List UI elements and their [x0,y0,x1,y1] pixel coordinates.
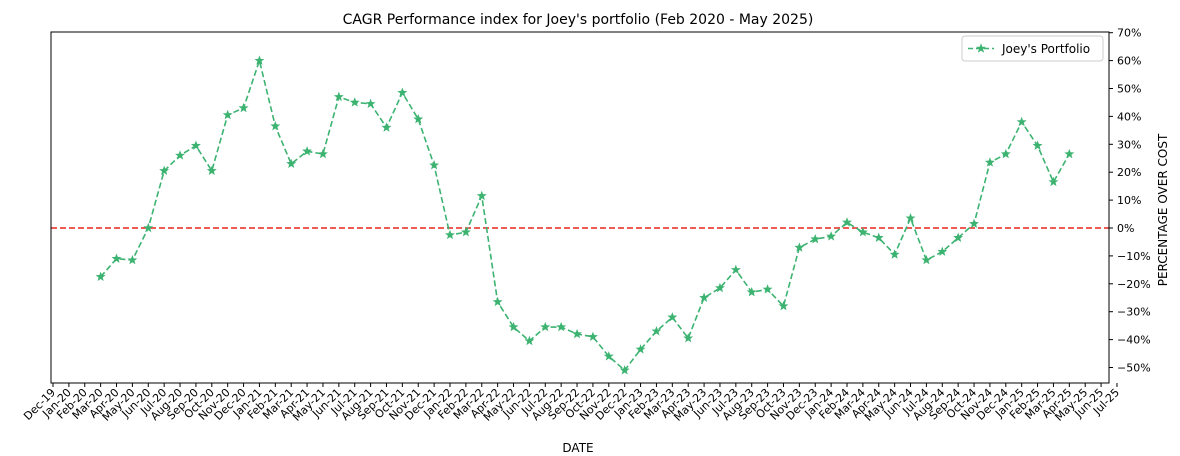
data-point [699,292,710,302]
plot-frame [50,31,1110,384]
y-tick-label: 10% [1117,194,1141,207]
data-point [889,249,900,259]
x-axis: Dec-19Jan-20Feb-20Mar-20Apr-20May-20Jun-… [21,383,1122,424]
data-point [1016,116,1027,127]
data-point [302,146,313,156]
data-point [715,282,725,293]
y-tick-label: 20% [1117,166,1141,179]
y-tick-label: 60% [1117,55,1141,68]
data-point [953,232,964,242]
data-point [254,55,265,65]
data-point [635,344,646,354]
series-line [100,57,1071,372]
chart-title: CAGR Performance index for Joey's portfo… [343,12,814,28]
data-point [95,271,106,282]
legend-box [961,35,1104,62]
data-point [143,222,154,233]
data-point [238,102,249,113]
data-point [159,165,170,176]
x-axis-label: DATE [562,441,593,455]
y-tick-label: −40% [1117,334,1151,347]
data-point [984,157,995,167]
data-point [667,312,678,322]
data-point [969,218,979,229]
data-point [873,232,884,242]
data-point [683,333,694,343]
data-point [1064,148,1075,159]
y-axis-label: PERCENTAGE OVER COST [1156,133,1170,286]
y-axis: −50% −40% −30% −20% −10% 0% 10% 20% 30% 40% 50% 60%… [1109,27,1151,375]
data-point [857,226,868,237]
data-point [937,246,948,256]
data-point [587,331,598,342]
data-point [333,91,344,102]
data-point [397,87,408,97]
y-tick-label: −10% [1117,250,1151,263]
data-point [270,120,281,131]
data-point [413,113,424,124]
data-point [175,150,185,160]
data-point [826,231,837,241]
data-point [921,254,932,265]
data-point [492,296,503,307]
data-point [365,98,376,109]
y-tick-label: 40% [1117,110,1141,123]
plot-area [51,55,1109,375]
data-point [810,233,821,244]
y-tick-label: −20% [1117,278,1151,291]
legend-star-marker [976,43,986,53]
data-point [111,253,122,263]
data-point [746,286,757,297]
data-point [905,213,916,223]
data-point [445,229,455,240]
data-point [1032,140,1043,150]
data-point [794,242,805,252]
data-point [603,351,614,361]
data-point [540,321,551,332]
data-point [762,284,773,294]
data-point [476,190,487,201]
y-tick-label: 70% [1117,27,1141,40]
data-point [572,328,582,339]
data-point [730,264,741,275]
data-point [318,148,328,159]
data-point [619,365,630,375]
y-tick-label: −30% [1117,306,1151,319]
y-tick-label: 50% [1117,83,1141,96]
legend-label: Joey's Portfolio [1001,42,1090,56]
data-point [842,217,852,227]
data-point [222,109,233,120]
data-point [381,122,392,132]
data-point [206,165,217,176]
data-point [1048,176,1059,187]
data-point [524,335,535,346]
data-point [190,140,201,150]
data-point [651,326,662,336]
data-point [508,321,519,332]
data-point [556,321,567,332]
data-point [286,158,297,169]
data-point [778,300,789,311]
data-point [429,160,440,170]
data-point [1000,148,1011,159]
data-point [127,254,138,265]
data-point [460,226,471,237]
legend: Joey's Portfolio [961,35,1104,62]
y-tick-label: 0% [1117,222,1134,235]
y-tick-label: −50% [1117,362,1151,375]
data-point [349,97,360,107]
y-tick-label: 30% [1117,138,1141,151]
